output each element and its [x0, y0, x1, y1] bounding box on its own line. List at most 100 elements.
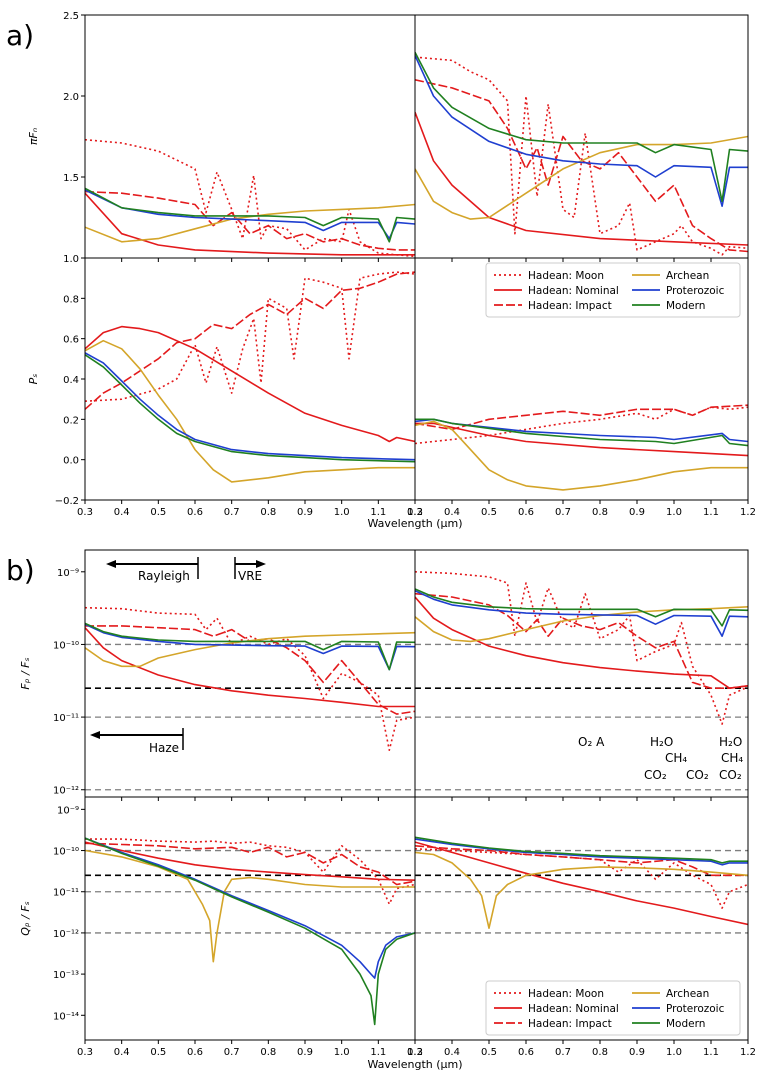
series-prot [85, 189, 415, 240]
x-tick-label: 0.6 [187, 507, 203, 518]
series-arch [415, 420, 748, 491]
axes-frame [414, 14, 749, 259]
series-prot [415, 838, 748, 866]
xlabel-a: Wavelength (μm) [367, 517, 462, 530]
x-tick-label: 0.5 [150, 507, 166, 518]
x-tick-label: 0.8 [592, 1047, 608, 1058]
x-tick-label: 1.2 [407, 507, 423, 518]
series-nom [415, 596, 748, 689]
series-prot [85, 623, 415, 671]
legend-label-nom: Hadean: Nominal [528, 285, 619, 297]
axes-frame [414, 796, 749, 1041]
series-imp [415, 592, 748, 689]
x-tick-label: 0.5 [481, 1047, 497, 1058]
series-nom [85, 325, 415, 443]
legend-label-mod: Modern [666, 300, 705, 312]
series-nom [85, 192, 415, 256]
y-tick-label: 10⁻¹¹ [53, 713, 79, 724]
series-nom [85, 627, 415, 708]
series-nom [415, 422, 748, 457]
x-tick-label: 0.4 [444, 1047, 460, 1058]
series-prot [85, 352, 415, 461]
series-imp [85, 271, 415, 410]
axes-frame [84, 257, 416, 501]
panel-a1: 1.0 1.5 2.0 2.5 πFₙ [27, 11, 416, 265]
x-tick-label: 0.8 [260, 1047, 276, 1058]
legend-label-arch: Archean [666, 988, 709, 1000]
y-tick-label: 0.2 [63, 415, 79, 426]
y-tick-label: 0.0 [63, 456, 79, 467]
panel-b3: 0.3 0.4 0.5 0.6 0.7 0.8 0.9 1.0 1.1 1.2 10⁻¹⁴ 10⁻¹³… [19, 796, 423, 1058]
panel-b-label: b) [6, 554, 35, 587]
series-prot [415, 55, 748, 207]
rayleigh-arrowhead [106, 560, 116, 568]
co2-label-2: CO₂ [686, 768, 709, 782]
legend-panel-b: Hadean: Moon Hadean: Nominal Hadean: Impac… [485, 980, 741, 1036]
series-nom [415, 841, 748, 926]
x-tick-label: 0.9 [297, 1047, 313, 1058]
y-tick-label: 10⁻¹⁰ [53, 640, 79, 651]
legend-label-imp: Hadean: Impact [528, 1018, 612, 1030]
y-tick-label: 1.5 [63, 173, 79, 184]
legend-panel-a: Hadean: Moon Hadean: Nominal Hadean: Impac… [485, 262, 741, 318]
series-mod [85, 622, 415, 671]
panel-a4: 0.3 0.4 0.5 0.6 0.7 0.8 0.9 1.0 1.1 1.2 [407, 257, 756, 518]
y-axis-label: πFₙ [27, 128, 40, 145]
x-tick-label: 0.9 [629, 507, 645, 518]
o2a-label: O₂ A [578, 735, 605, 749]
series-arch [85, 339, 415, 483]
xlabel-b: Wavelength (μm) [367, 1058, 462, 1071]
series-mod [85, 837, 415, 1026]
x-tick-label: 0.6 [518, 507, 534, 518]
y-tick-label: 10⁻¹³ [53, 970, 79, 981]
legend-label-prot: Proterozoic [666, 285, 725, 297]
legend-label-prot: Proterozoic [666, 1003, 725, 1015]
x-tick-label: 0.4 [114, 507, 130, 518]
legend-label-mod: Modern [666, 1018, 705, 1030]
series-arch [415, 851, 748, 929]
series-arch [85, 849, 415, 963]
vre-arrowhead [256, 560, 266, 568]
y-tick-label: 2.0 [63, 92, 79, 103]
x-tick-label: 0.7 [224, 1047, 240, 1058]
x-tick-label: 0.8 [592, 507, 608, 518]
series-nom [415, 111, 748, 246]
legend-label-arch: Archean [666, 270, 709, 282]
series-moon [85, 838, 415, 905]
panel-a-label: a) [6, 19, 34, 52]
panel-b4: 0.3 0.4 0.5 0.6 0.7 0.8 0.9 1.0 1.1 1.2 [407, 796, 756, 1058]
x-tick-label: 0.9 [297, 507, 313, 518]
haze-label: Haze [149, 741, 179, 755]
y-tick-label: 10⁻¹¹ [53, 888, 79, 899]
h2o-label-2: H₂O [719, 735, 742, 749]
x-tick-label: 1.2 [407, 1047, 423, 1058]
panel-a3: 0.3 0.4 0.5 0.6 0.7 0.8 0.9 1.0 1.1 1.2 −0.2 0.0 0.2… [27, 257, 423, 518]
x-tick-label: 0.7 [224, 507, 240, 518]
series-mod [85, 354, 415, 463]
series-nom [85, 841, 415, 881]
series-moon [415, 56, 748, 256]
rayleigh-label: Rayleigh [138, 569, 190, 583]
y-tick-label: 10⁻⁹ [57, 568, 79, 579]
y-tick-label: 10⁻¹⁰ [53, 847, 79, 858]
y-axis-label: Qₚ / Fₛ [19, 901, 32, 936]
series-arch [415, 135, 748, 220]
x-tick-label: 1.1 [703, 507, 719, 518]
series-moon [415, 571, 748, 725]
x-tick-label: 1.1 [370, 507, 386, 518]
x-tick-label: 0.3 [407, 507, 423, 518]
series-mod [415, 588, 748, 627]
rayleigh-annotation: Rayleigh [106, 557, 199, 583]
x-tick-label: 0.7 [555, 507, 571, 518]
y-tick-label: 10⁻¹² [53, 929, 79, 940]
y-tick-label: 2.5 [63, 11, 79, 22]
series-imp [415, 845, 748, 877]
legend-label-imp: Hadean: Impact [528, 300, 612, 312]
y-tick-label: 10⁻¹² [53, 786, 79, 797]
series-imp [85, 842, 415, 886]
series-prot [85, 837, 415, 979]
x-tick-label: 0.6 [187, 1047, 203, 1058]
x-tick-label: 0.6 [518, 1047, 534, 1058]
x-tick-label: 1.0 [334, 1047, 350, 1058]
y-axis-label: Pₛ [27, 374, 40, 385]
